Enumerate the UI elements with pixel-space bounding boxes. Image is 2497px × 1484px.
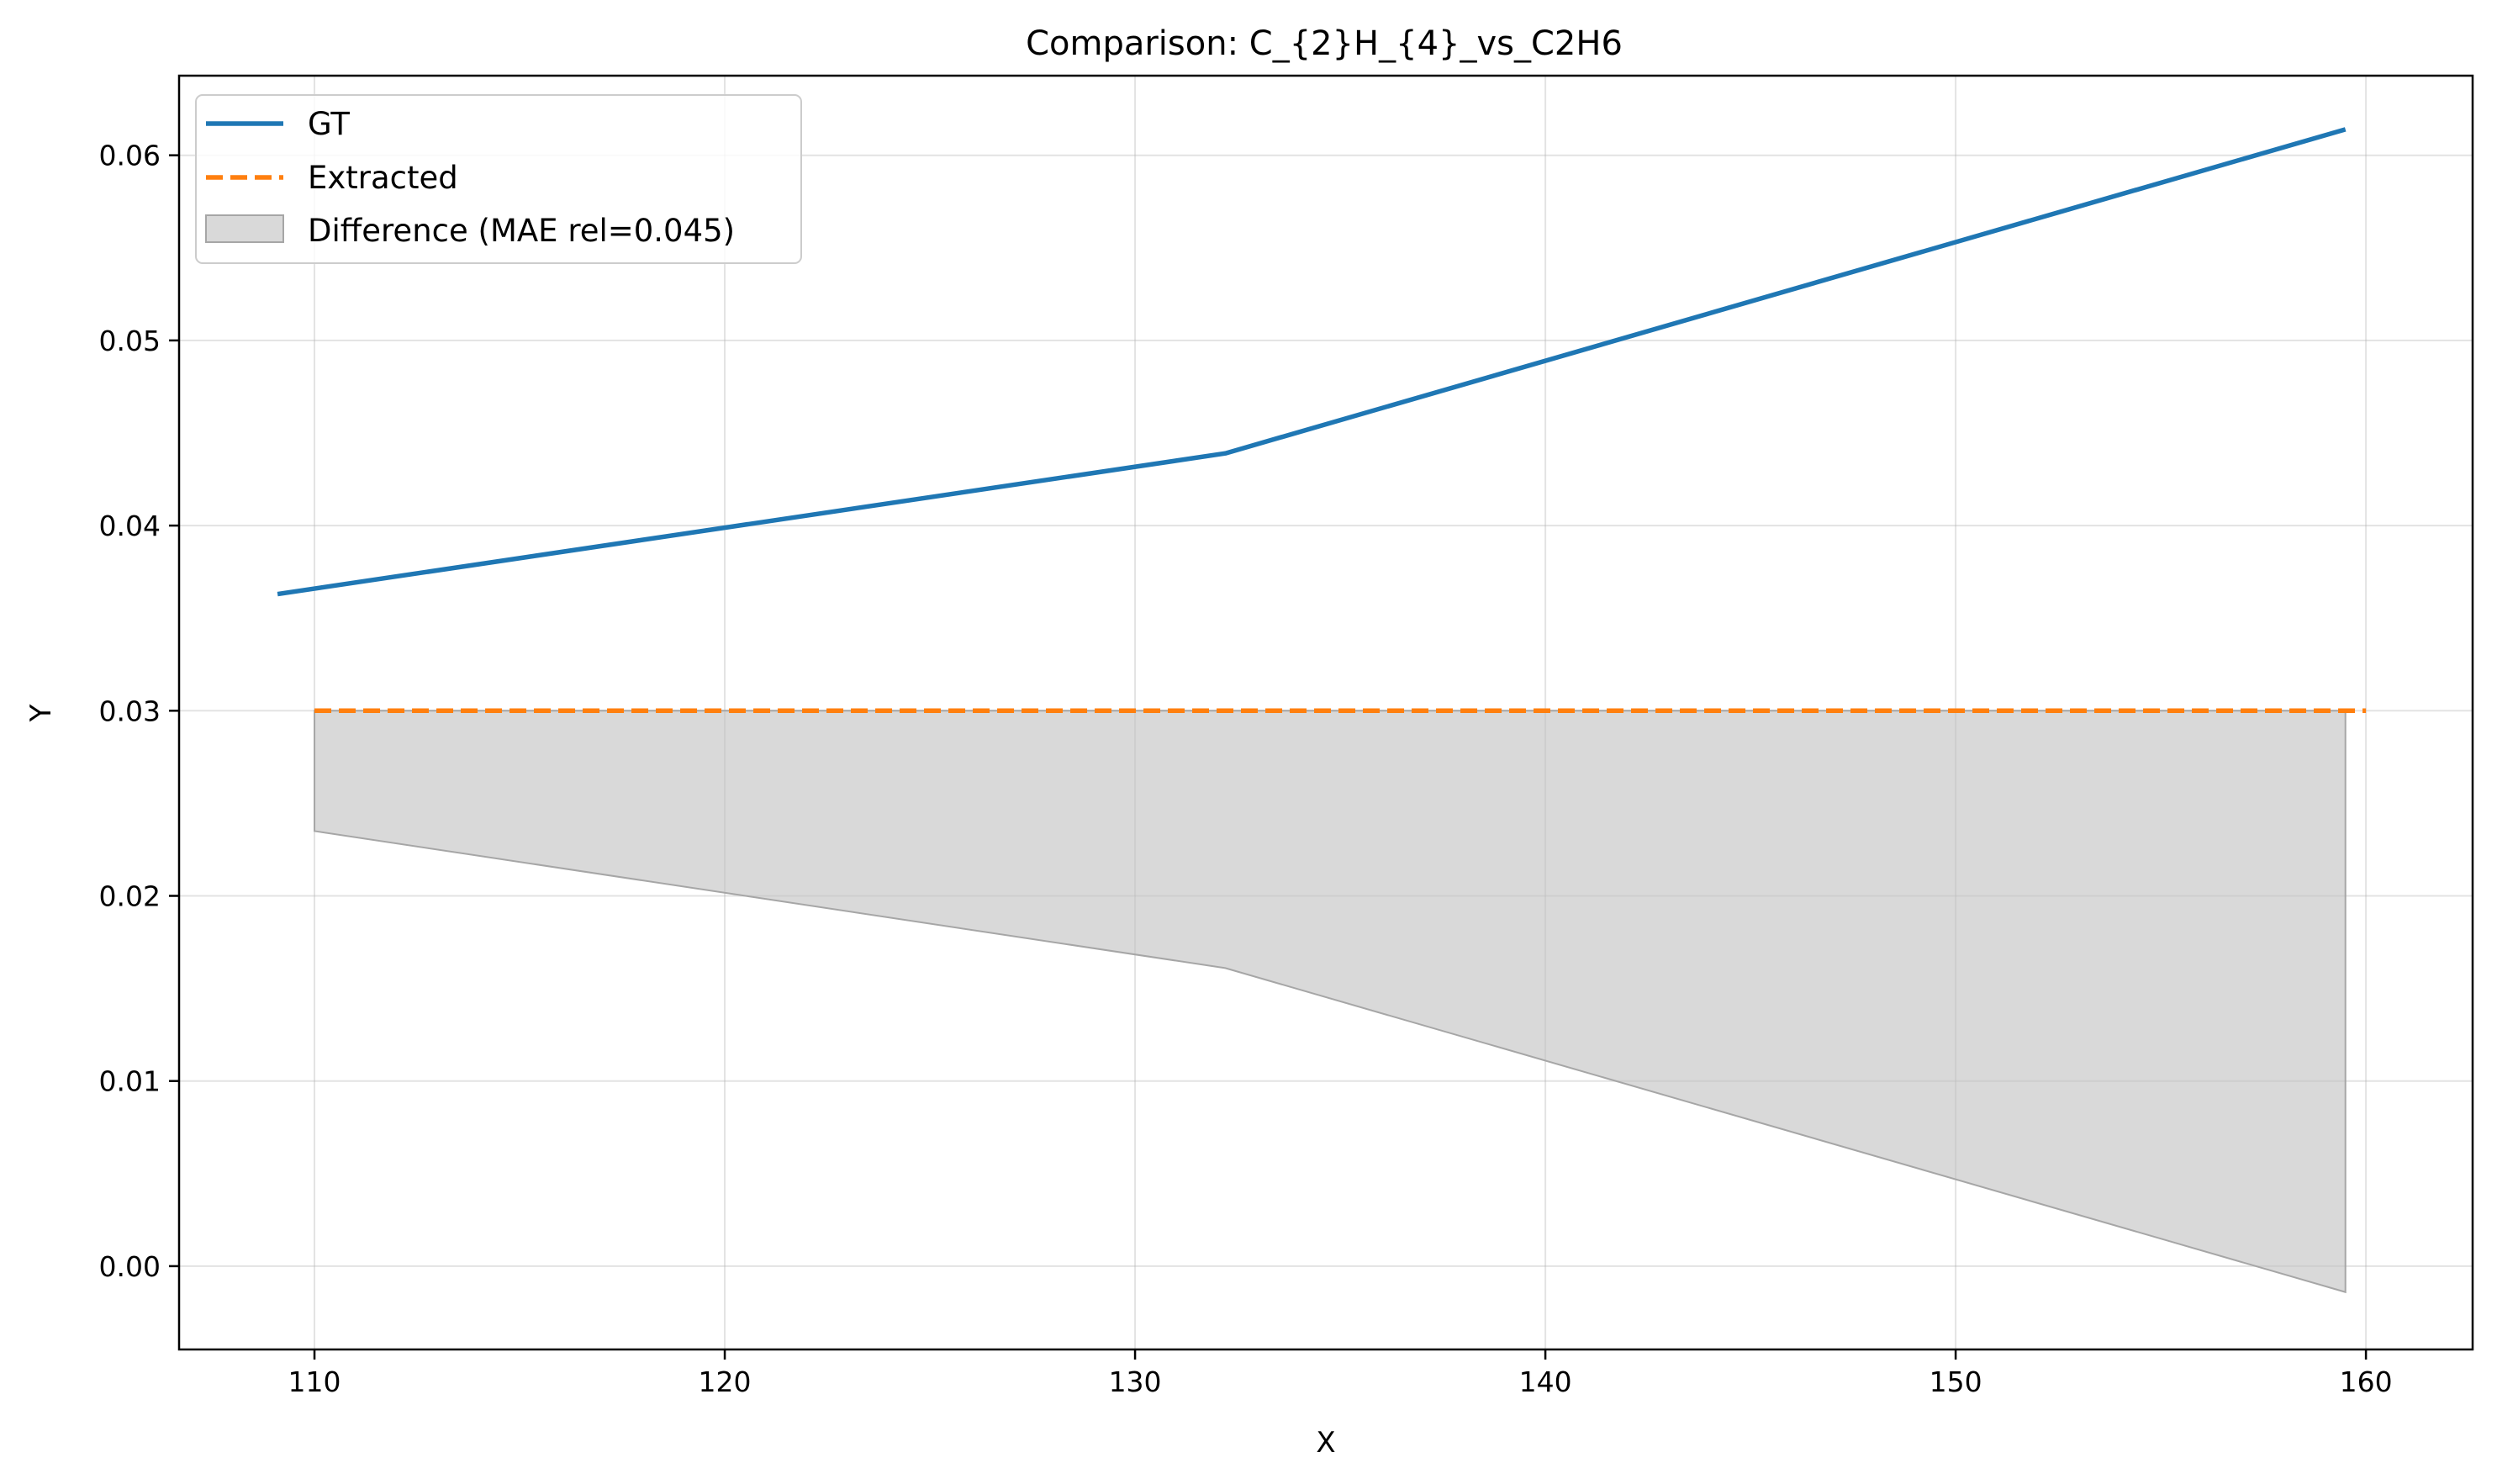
x-tick-label: 160 xyxy=(2340,1365,2393,1398)
y-tick-label: 0.05 xyxy=(99,325,161,357)
y-tick-label: 0.06 xyxy=(99,140,161,172)
x-tick-label: 130 xyxy=(1109,1365,1162,1398)
y-tick-label: 0.04 xyxy=(99,510,161,542)
tick-layer: 110 120 130 140 150 160 0.00 0.01 0.02 0.03 0.04 0.… xyxy=(99,140,2393,1398)
y-tick-label: 0.02 xyxy=(99,880,161,913)
x-tick-label: 150 xyxy=(1930,1365,1982,1398)
y-tick-label: 0.00 xyxy=(99,1250,161,1283)
x-axis-label: X xyxy=(1316,1426,1335,1460)
y-tick-label: 0.03 xyxy=(99,694,161,727)
legend-extracted-label: Extracted xyxy=(308,160,458,196)
x-tick-label: 110 xyxy=(288,1365,341,1398)
x-tick-label: 140 xyxy=(1519,1365,1572,1398)
series-line-gt xyxy=(277,127,2347,597)
series-layer xyxy=(277,127,2367,714)
legend-box xyxy=(195,94,802,264)
plot-frame xyxy=(177,74,2474,1351)
legend-gt-label: GT xyxy=(308,106,350,142)
legend: GT Extracted Difference (MAE rel=0.045) xyxy=(195,94,802,264)
chart-title: Comparison: C_{2}H_{4}_vs_C2H6 xyxy=(1026,24,1623,63)
x-tick-label: 120 xyxy=(699,1365,752,1398)
legend-difference-label: Difference (MAE rel=0.045) xyxy=(308,213,735,249)
y-tick-label: 0.01 xyxy=(99,1065,161,1098)
legend-difference-swatch xyxy=(205,214,284,243)
y-axis-label: Y xyxy=(24,704,58,722)
